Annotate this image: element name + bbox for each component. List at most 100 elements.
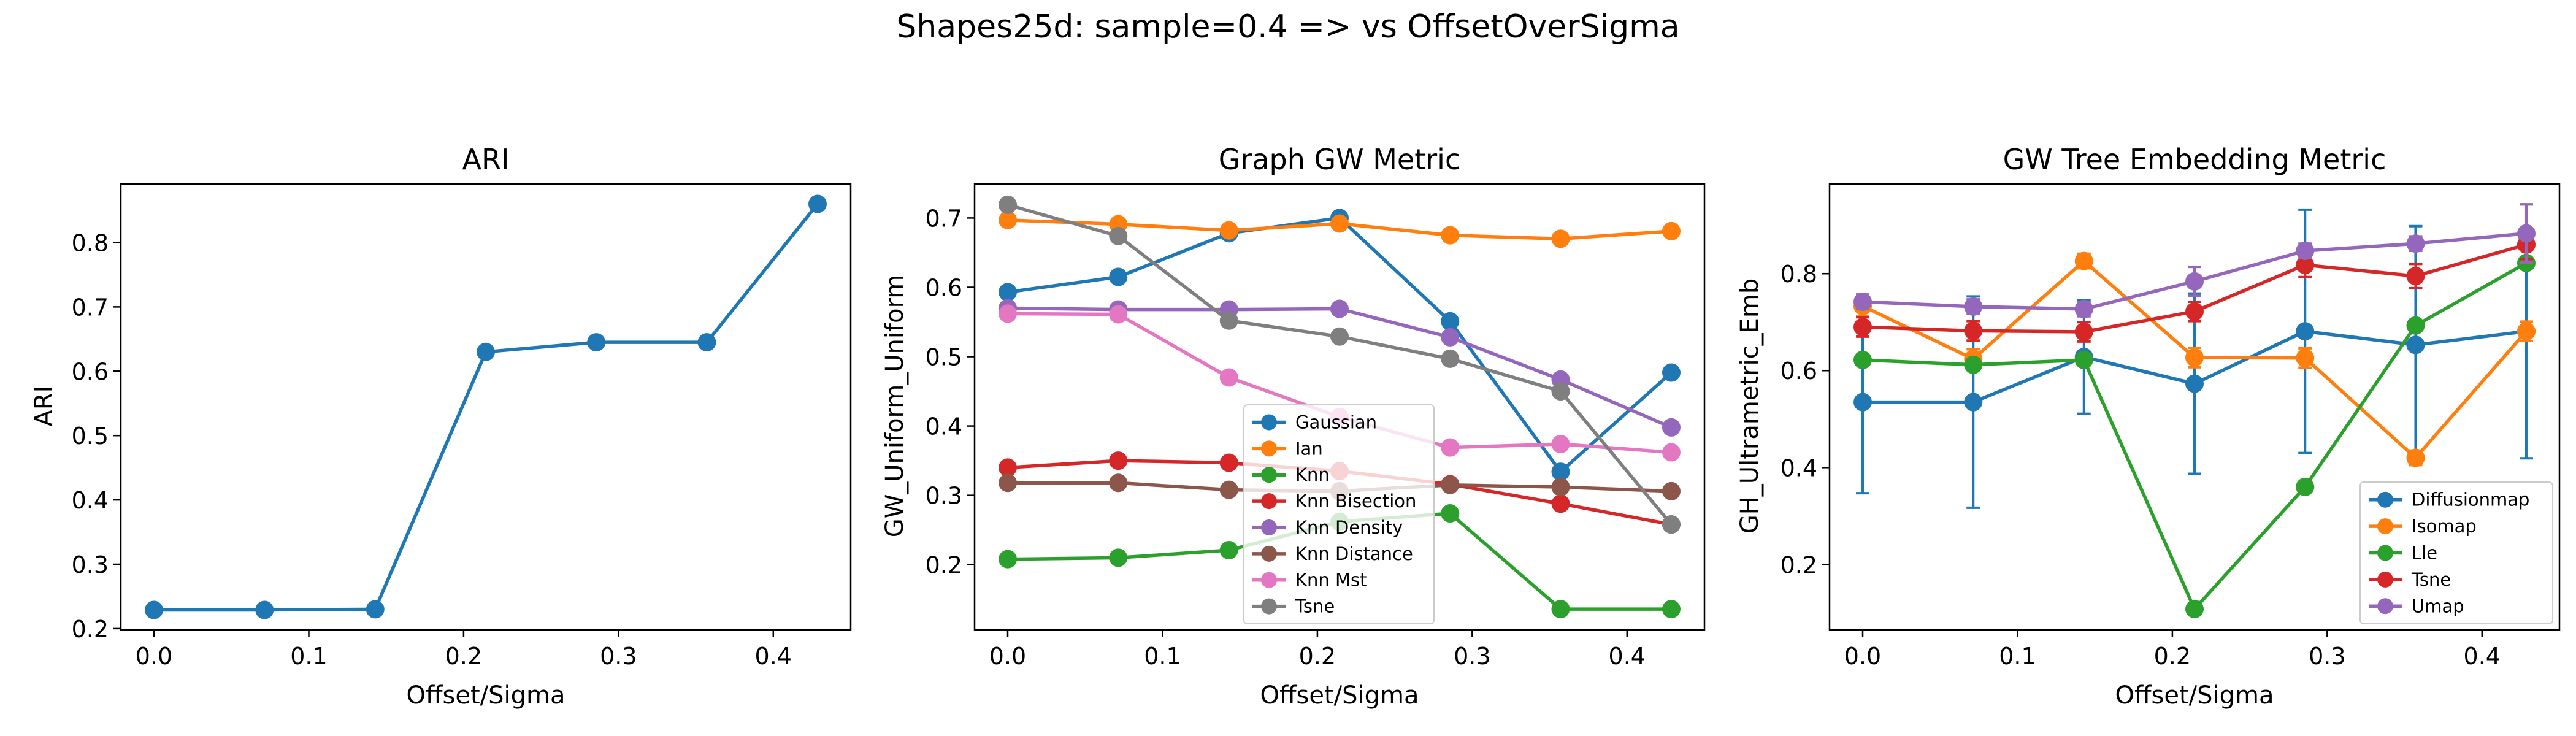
- graph-gw-ian-point: [999, 210, 1018, 229]
- gw-tree-xtick-label: 0.0: [1844, 643, 1881, 670]
- graph-gw-knn-point: [1219, 540, 1238, 559]
- gw-tree-legend-label: Isomap: [2412, 516, 2477, 537]
- gw-tree-lle-point: [1964, 355, 1983, 374]
- ari-xtick-label: 0.1: [290, 643, 327, 670]
- gw-tree-legend-swatch-marker: [2377, 545, 2393, 561]
- ari-ytick-label: 0.5: [72, 423, 109, 450]
- graph-gw-knn-bisection-point: [1219, 453, 1238, 472]
- gw-tree-umap-point: [2406, 234, 2425, 253]
- graph-gw-knn-distance-point: [1109, 473, 1128, 493]
- ari-axes-frame: [120, 183, 852, 631]
- figure-suptitle: Shapes25d: sample=0.4 => vs OffsetOverSi…: [896, 9, 1679, 45]
- gw-tree-lle-point: [2185, 600, 2204, 619]
- graph-gw-legend-swatch-marker: [1261, 572, 1277, 588]
- graph-gw-legend-swatch-marker: [1261, 414, 1277, 431]
- gw-tree-umap-point: [2074, 299, 2093, 318]
- graph-gw-legend-label: Tsne: [1295, 596, 1335, 617]
- graph-gw-knn-mst-point: [1219, 368, 1238, 387]
- graph-gw-ytick-label: 0.5: [926, 344, 962, 371]
- gw-tree-legend-box: [2359, 481, 2553, 624]
- gw-tree-tsne-point: [1853, 318, 1873, 337]
- gw-tree-xtick-label: 0.3: [2309, 643, 2345, 670]
- graph-gw-legend-swatch-marker: [1261, 545, 1277, 562]
- graph-gw-ian-point: [1330, 214, 1349, 233]
- graph-gw-gaussian-point: [1109, 267, 1128, 286]
- gw-tree-umap-point: [2517, 224, 2536, 243]
- gw-tree-diffusionmap-point: [2296, 322, 2315, 341]
- graph-gw-xtick-label: 0.1: [1144, 643, 1181, 670]
- gw-tree-title: GW Tree Embedding Metric: [2003, 143, 2386, 176]
- graph-gw-knn-bisection-point: [999, 458, 1018, 477]
- graph-gw-knn-point: [1662, 600, 1681, 619]
- gw-tree-ytick-label: 0.8: [1781, 261, 1817, 288]
- graph-gw-ytick-label: 0.7: [926, 205, 962, 232]
- gw-tree-legend-label: Umap: [2412, 596, 2464, 616]
- gw-tree-umap-point: [1964, 297, 1983, 316]
- gw-tree-isomap-point: [2517, 322, 2536, 341]
- graph-gw-knn-bisection-point: [1109, 451, 1128, 470]
- ari-series-point: [366, 600, 385, 619]
- graph-gw-legend-swatch-marker: [1261, 493, 1277, 510]
- graph-gw-panel: Graph GW Metric Offset/Sigma GW_Uniform_…: [881, 143, 1706, 710]
- ari-series-point: [808, 194, 827, 213]
- ari-plot-area: 0.0 0.1 0.2 0.3 0.4 0.2 0.3 0.4 0.5 0.6 0.7 0.8: [72, 183, 852, 670]
- graph-gw-gaussian-point: [1662, 363, 1681, 382]
- gw-tree-ylabel: GH_Ultrametric_Emb: [1736, 278, 1764, 534]
- graph-gw-knn-point: [999, 550, 1018, 569]
- gw-tree-lle-point: [2406, 316, 2425, 335]
- graph-gw-title: Graph GW Metric: [1219, 143, 1460, 176]
- graph-gw-knn-distance-point: [999, 473, 1018, 493]
- graph-gw-legend-label: Ian: [1295, 438, 1323, 459]
- graph-gw-knn-mst-point: [1441, 438, 1460, 457]
- ari-xtick-label: 0.0: [136, 643, 172, 670]
- graph-gw-legend-label: Knn Density: [1295, 517, 1403, 538]
- ari-series-point: [145, 600, 164, 619]
- graph-gw-ytick-label: 0.3: [926, 483, 962, 510]
- gw-tree-ytick-label: 0.4: [1781, 454, 1817, 481]
- graph-gw-knn-distance-point: [1219, 480, 1238, 499]
- ari-ytick-label: 0.3: [72, 551, 109, 578]
- graph-gw-tsne-point: [1109, 226, 1128, 245]
- graph-gw-knn-density-point: [1441, 328, 1460, 347]
- graph-gw-legend-swatch-marker: [1261, 440, 1277, 457]
- gw-tree-plot-area: 0.0 0.1 0.2 0.3 0.4 0.2 0.4 0.6 0.8: [1781, 183, 2561, 670]
- ari-ytick-label: 0.6: [72, 358, 109, 385]
- gw-tree-lle-point: [2074, 350, 2093, 369]
- gw-tree-ytick-label: 0.6: [1781, 358, 1817, 385]
- gw-tree-diffusionmap-point: [1853, 393, 1873, 412]
- graph-gw-knn-mst-point: [999, 304, 1018, 323]
- gw-tree-tsne-point: [1964, 321, 1983, 340]
- gw-tree-xtick-label: 0.1: [1999, 643, 2036, 670]
- graph-gw-knn-distance-point: [1551, 478, 1570, 497]
- ari-ylabel: ARI: [30, 386, 58, 427]
- gw-tree-diffusionmap-point: [2406, 335, 2425, 355]
- ari-series-point: [697, 333, 716, 352]
- graph-gw-xtick-label: 0.2: [1299, 643, 1336, 670]
- gw-tree-tsne-point: [2185, 302, 2204, 321]
- graph-gw-ian-point: [1219, 221, 1238, 240]
- gw-tree-xlabel: Offset/Sigma: [2115, 681, 2274, 710]
- gw-tree-legend-swatch-marker: [2377, 571, 2393, 588]
- ari-ytick-label: 0.8: [72, 229, 109, 256]
- gw-tree-legend-label: Lle: [2412, 543, 2437, 564]
- graph-gw-ytick-label: 0.2: [926, 552, 962, 579]
- gw-tree-legend-swatch-marker: [2377, 491, 2393, 508]
- gw-tree-umap-point: [1853, 293, 1873, 312]
- graph-gw-gaussian-point: [1551, 462, 1570, 481]
- graph-gw-ytick-label: 0.6: [926, 274, 962, 301]
- graph-gw-knn-mst-point: [1109, 305, 1128, 324]
- gw-tree-legend-label: Tsne: [2411, 569, 2451, 590]
- graph-gw-legend: Gaussian Ian Knn Knn Bisection Knn Density Kn…: [1243, 404, 1435, 624]
- graph-gw-xlabel: Offset/Sigma: [1260, 681, 1419, 710]
- gw-tree-isomap-point: [2296, 348, 2315, 367]
- graph-gw-knn-point: [1551, 600, 1570, 619]
- ari-ytick-label: 0.4: [72, 487, 109, 514]
- graph-gw-legend-label: Knn Mst: [1295, 570, 1367, 591]
- gw-tree-diffusionmap-point: [1964, 393, 1983, 412]
- ari-series-point: [587, 333, 606, 352]
- ari-panel: ARI Offset/Sigma ARI 0.0 0.1 0.2 0.3 0.40.20…: [30, 143, 852, 710]
- graph-gw-xtick-label: 0.3: [1454, 643, 1490, 670]
- ari-xtick-label: 0.3: [600, 643, 637, 670]
- graph-gw-xtick-label: 0.0: [989, 643, 1026, 670]
